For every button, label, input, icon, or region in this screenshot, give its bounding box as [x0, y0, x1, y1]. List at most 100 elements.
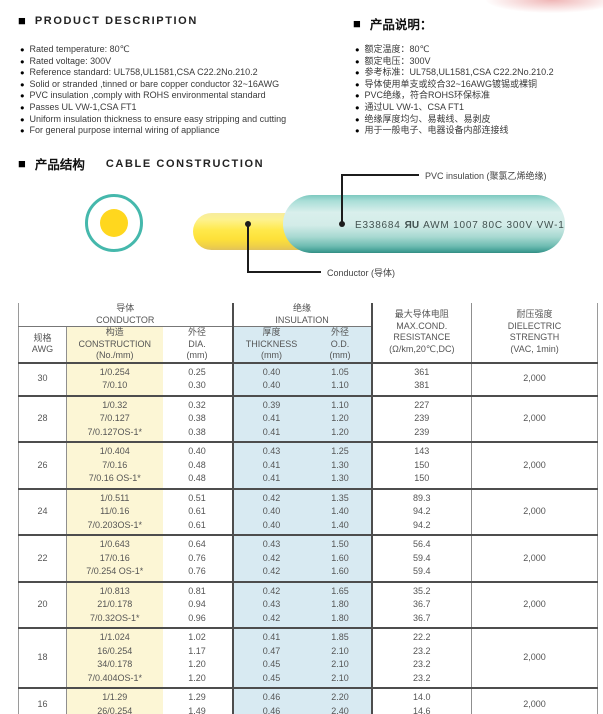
description-item: ● Reference standard: UL758,UL1581,CSA C2… [20, 67, 286, 79]
description-item: ● 导体使用单支或绞合32~16AWG镀锡或裸铜 [355, 79, 554, 91]
bullet-icon: ● [20, 91, 25, 101]
cross-section-conductor-core [100, 209, 128, 237]
cable-print-text: E338684 ЯU AWM 1007 80C 300V VW-1 [355, 220, 565, 231]
od-cell: 1.85 2.10 2.10 2.10 [309, 628, 373, 688]
product-description-title: ■ PRODUCT DESCRIPTION [18, 14, 198, 27]
pvc-callout-dot [339, 221, 345, 227]
product-description-cn-title: ■ 产品说明： [353, 14, 432, 33]
construction-header: 构造 CONSTRUCTION (No./mm) [66, 326, 163, 364]
description-item-text: Reference standard: UL758,UL1581,CSA C22… [29, 67, 258, 78]
description-item-text: For general purpose internal wiring of a… [29, 125, 220, 136]
resistance-cell: 143 150 150 [371, 442, 473, 489]
bullet-icon: ● [20, 45, 25, 54]
bullet-icon: ● [20, 68, 25, 78]
awg-cell: 24 [18, 488, 67, 535]
bullet-icon: ● [20, 114, 25, 124]
construction-cell: 1/0.404 7/0.16 7/0.16 OS-1* [66, 442, 163, 489]
dia-cell: 1.29 1.49 [162, 688, 234, 714]
description-item: ● Rated temperature: 80℃ [20, 44, 286, 56]
bullet-icon: ● [20, 56, 25, 66]
table-row: 26 1/0.404 7/0.16 7/0.16 OS-1* 0.40 0.48 0.4… [18, 442, 598, 489]
description-item-text: 导体使用单支或绞合32~16AWG镀锡或裸铜 [364, 78, 537, 89]
od-cell: 1.65 1.80 1.80 [309, 581, 373, 628]
dia-cell: 0.25 0.30 [162, 362, 234, 396]
cable-construction-title-cn: 产品结构 [34, 158, 85, 172]
spec-table: 导体 CONDUCTOR 绝缘 INSULATION 最大导体电阻 MAX.CO… [18, 303, 599, 714]
awg-cell: 20 [18, 581, 67, 628]
description-item: ● 额定电压：300V [355, 56, 554, 68]
table-sub-header-row: 规格 AWG 构造 CONSTRUCTION (No./mm) 外径 DIA. … [18, 326, 598, 364]
bullet-icon: ● [355, 126, 360, 136]
dia-cell: 0.64 0.76 0.76 [162, 535, 234, 582]
od-header: 外径 O.D. (mm) [309, 326, 373, 364]
pvc-insulation-label: PVC insulation (聚氯乙烯绝缘) [425, 171, 547, 181]
description-item: ● 用于一般电子、电器设备内部连接线 [355, 125, 554, 137]
section-square-icon: ■ [353, 16, 361, 31]
description-item: ● For general purpose internal wiring of … [20, 125, 286, 137]
thickness-cell: 0.43 0.42 0.42 [232, 535, 310, 582]
construction-cell: 1/1.29 26/0.254 [66, 688, 163, 714]
insulation-group-cn: 绝缘 [293, 303, 312, 313]
bullet-icon: ● [355, 91, 360, 101]
awg-header: 规格 AWG [18, 326, 67, 364]
dielectric-cell: 2,000 [523, 373, 546, 384]
resistance-cell: 361 381 [371, 362, 473, 396]
description-item-text: Passes UL VW-1,CSA FT1 [29, 101, 137, 112]
description-item-text: Rated temperature: 80℃ [29, 44, 130, 54]
awg-cell: 30 [18, 362, 67, 396]
dielectric-cell: 2,000 [523, 459, 546, 470]
description-item: ● PVC insulation ,comply with ROHS enviro… [20, 90, 286, 102]
pvc-callout-line-vertical [341, 174, 343, 224]
od-cell: 1.10 1.20 1.20 [309, 395, 373, 442]
description-item-text: 用于一般电子、电器设备内部连接线 [364, 125, 509, 136]
section-square-icon: ■ [18, 13, 26, 28]
bullet-icon: ● [20, 102, 25, 112]
spec-table-body: 30 1/0.254 7/0.10 0.25 0.30 0.40 0.40 1.05 1… [18, 362, 598, 714]
dielectric-cell: 2,000 [523, 552, 546, 563]
resistance-cell: 14.0 14.6 [371, 688, 473, 714]
description-item-text: 通过UL VW-1、CSA FT1 [364, 101, 465, 112]
description-item: ● 绝缘厚度均匀、易裁线、易剥皮 [355, 114, 554, 126]
dia-cell: 0.51 0.61 0.61 [162, 488, 234, 535]
insulation-group-header: 绝缘 INSULATION [232, 303, 373, 327]
thickness-header: 厚度 THICKNESS (mm) [232, 326, 310, 364]
thickness-cell: 0.39 0.41 0.41 [232, 395, 310, 442]
ul-recognized-mark-icon: ЯU [404, 220, 420, 231]
description-item: ● Uniform insulation thickness to ensure … [20, 114, 286, 126]
table-group-header-row: 导体 CONDUCTOR 绝缘 INSULATION 最大导体电阻 MAX.CO… [18, 303, 598, 364]
dia-cell: 0.40 0.48 0.48 [162, 442, 234, 489]
pvc-insulation-jacket [283, 195, 565, 253]
resistance-header: 最大导体电阻 MAX.COND. RESISTANCE (Ω/km,20℃,DC… [371, 303, 473, 364]
conductor-group-header: 导体 CONDUCTOR [18, 303, 234, 327]
description-item: ● 参考标准：UL758,UL1581,CSA C22.2No.210.2 [355, 67, 554, 79]
construction-cell: 1/1.024 16/0.254 34/0.178 7/0.404OS-1* [66, 628, 163, 688]
od-cell: 1.05 1.10 [309, 362, 373, 396]
construction-cell: 1/0.511 11/0.16 7/0.203OS-1* [66, 488, 163, 535]
table-row: 20 1/0.813 21/0.178 7/0.32OS-1* 0.81 0.94 0.… [18, 581, 598, 628]
construction-cell: 1/0.32 7/0.127 7/0.127OS-1* [66, 395, 163, 442]
description-item-text: 绝缘厚度均匀、易裁线、易剥皮 [364, 113, 491, 124]
thickness-cell: 0.41 0.47 0.45 0.45 [232, 628, 310, 688]
dielectric-cell: 2,000 [523, 413, 546, 423]
description-item-text: Solid or stranded ,tinned or bare copper… [29, 78, 280, 89]
resistance-cell: 22.2 23.2 23.2 23.2 [371, 628, 473, 688]
cable-cross-section [85, 194, 143, 252]
thickness-cell: 0.42 0.40 0.40 [232, 488, 310, 535]
od-cell: 1.50 1.60 1.60 [309, 535, 373, 582]
bullet-icon: ● [355, 114, 360, 124]
description-item: ● PVC绝缘，符合ROHS环保标准 [355, 90, 554, 102]
pvc-callout-line-horizontal [341, 174, 419, 176]
awg-cell: 26 [18, 442, 67, 489]
description-item-text: PVC绝缘，符合ROHS环保标准 [364, 90, 491, 101]
thickness-cell: 0.42 0.43 0.42 [232, 581, 310, 628]
bullet-icon: ● [355, 45, 360, 54]
thickness-cell: 0.43 0.41 0.41 [232, 442, 310, 489]
cable-spec-print: AWM 1007 80C 300V VW-1 [423, 220, 565, 231]
table-row: 28 1/0.32 7/0.127 7/0.127OS-1* 0.32 0.38 0.3… [18, 395, 598, 442]
dielectric-cell: 2,000 [523, 599, 546, 609]
description-item-text: 额定电压：300V [364, 55, 431, 66]
od-cell: 1.35 1.40 1.40 [309, 488, 373, 535]
resistance-cell: 89.3 94.2 94.2 [371, 488, 473, 535]
bullet-icon: ● [20, 79, 25, 89]
insulation-group-en: INSULATION [275, 314, 329, 325]
